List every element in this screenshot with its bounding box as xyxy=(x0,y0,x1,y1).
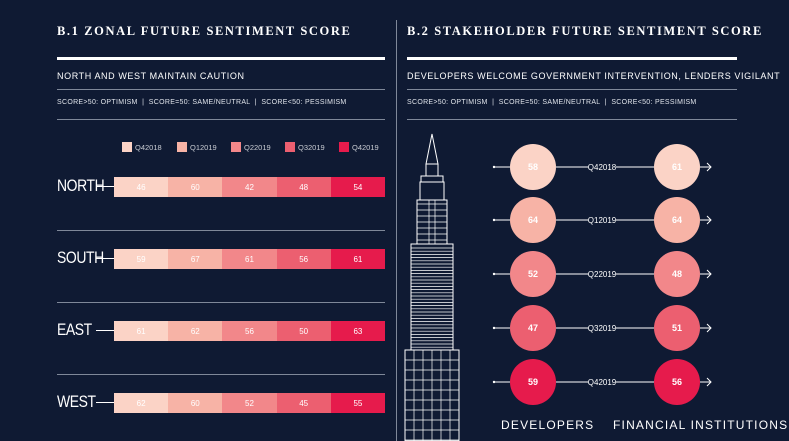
connector-dot xyxy=(492,165,496,169)
zone-label-north: NORTH xyxy=(57,176,105,195)
developers-value: 52 xyxy=(528,269,538,279)
zone-label-east: EAST xyxy=(57,320,92,339)
bar-segment-west-3: 45 xyxy=(276,393,331,413)
zone-label-south: SOUTH xyxy=(57,248,104,267)
bar-segment-south-1: 67 xyxy=(168,249,223,269)
arrow-icon xyxy=(706,377,712,387)
bar-segment-east-3: 50 xyxy=(276,321,331,341)
right-subtitle-rule xyxy=(407,89,737,90)
bar-segment-east-1: 62 xyxy=(168,321,223,341)
bar-segment-north-3: 48 xyxy=(276,177,331,197)
right-panel-subtitle: DEVELOPERS WELCOME GOVERNMENT INTERVENTI… xyxy=(407,71,781,81)
legend-label-2: Q22019 xyxy=(244,143,271,152)
developers-bubble xyxy=(510,251,556,297)
row-separator xyxy=(57,302,385,303)
bar-segment-south-0: 59 xyxy=(114,249,169,269)
bar-segment-west-1: 60 xyxy=(168,393,223,413)
left-title-rule xyxy=(57,57,385,60)
financial-bubble xyxy=(654,359,700,405)
arrow-icon xyxy=(706,269,712,279)
bar-segment-south-4: 61 xyxy=(330,249,385,269)
period-label: Q42019 xyxy=(588,378,617,387)
bar-segment-west-2: 52 xyxy=(222,393,277,413)
bar-segment-east-2: 56 xyxy=(222,321,277,341)
zone-connector xyxy=(96,186,114,187)
connector-dot xyxy=(492,218,496,222)
financial-bubble xyxy=(654,197,700,243)
legend-label-3: Q32019 xyxy=(298,143,325,152)
row-separator xyxy=(57,230,385,231)
legend-swatch-0 xyxy=(122,142,132,152)
bar-segment-north-2: 42 xyxy=(222,177,277,197)
zone-connector xyxy=(96,330,114,331)
arrow-icon xyxy=(706,162,712,172)
bar-segment-south-2: 61 xyxy=(222,249,277,269)
left-panel-title: B.1 ZONAL FUTURE SENTIMENT SCORE xyxy=(57,24,352,38)
financial-value: 48 xyxy=(672,269,682,279)
connector-dot xyxy=(492,326,496,330)
bar-segment-north-4: 54 xyxy=(330,177,385,197)
financial-value: 64 xyxy=(672,215,682,225)
period-label: Q32019 xyxy=(588,324,617,333)
left-subtitle-rule xyxy=(57,89,385,90)
legend-label-1: Q12019 xyxy=(190,143,217,152)
financial-bubble xyxy=(654,305,700,351)
left-panel-subtitle: NORTH AND WEST MAINTAIN CAUTION xyxy=(57,71,245,81)
panel-divider xyxy=(396,20,397,441)
legend-swatch-4 xyxy=(339,142,349,152)
zone-connector xyxy=(96,258,114,259)
legend-label-0: Q42018 xyxy=(135,143,162,152)
bar-segment-west-0: 62 xyxy=(114,393,169,413)
developers-bubble xyxy=(510,359,556,405)
developers-value: 64 xyxy=(528,215,538,225)
developers-value: 47 xyxy=(528,323,538,333)
bar-segment-north-0: 46 xyxy=(114,177,169,197)
bar-segment-west-4: 55 xyxy=(330,393,385,413)
right-panel-title: B.2 STAKEHOLDER FUTURE SENTIMENT SCORE xyxy=(407,24,763,38)
developers-bubble xyxy=(510,197,556,243)
bar-segment-east-4: 63 xyxy=(330,321,385,341)
bar-segment-south-3: 56 xyxy=(276,249,331,269)
financial-bubble xyxy=(654,144,700,190)
financial-value: 56 xyxy=(672,377,682,387)
bar-segment-east-0: 61 xyxy=(114,321,169,341)
zone-connector xyxy=(96,402,114,403)
stakeholder-bubbles: Q42018 58 61 Q12019 64 64 Q22019 52 48 Q32019 47 51… xyxy=(492,144,712,405)
row-separator xyxy=(57,374,385,375)
financial-value: 61 xyxy=(672,162,682,172)
developers-bubble xyxy=(510,144,556,190)
arrow-icon xyxy=(706,323,712,333)
period-label: Q22019 xyxy=(588,270,617,279)
connector-dot xyxy=(492,380,496,384)
legend-swatch-1 xyxy=(177,142,187,152)
financial-bubble xyxy=(654,251,700,297)
legend-label-4: Q42019 xyxy=(352,143,379,152)
right-title-rule xyxy=(407,57,737,60)
financial-value: 51 xyxy=(672,323,682,333)
legend-swatch-3 xyxy=(285,142,295,152)
legend-swatch-2 xyxy=(231,142,241,152)
right-score-legend: SCORE>50: OPTIMISM | SCORE=50: SAME/NEUT… xyxy=(407,99,697,106)
developers-value: 59 xyxy=(528,377,538,387)
developers-bubble xyxy=(510,305,556,351)
right-legend-rule xyxy=(407,119,737,120)
period-label: Q12019 xyxy=(588,216,617,225)
connector-dot xyxy=(492,272,496,276)
left-legend-rule xyxy=(57,119,385,120)
zone-label-west: WEST xyxy=(57,392,96,411)
developers-label: DEVELOPERS xyxy=(501,418,595,432)
developers-value: 58 xyxy=(528,162,538,172)
bar-segment-north-1: 60 xyxy=(168,177,223,197)
arrow-icon xyxy=(706,215,712,225)
period-label: Q42018 xyxy=(588,163,617,172)
skyscraper-illustration xyxy=(404,133,460,441)
financial-institutions-label: FINANCIAL INSTITUTIONS xyxy=(613,418,789,432)
left-score-legend: SCORE>50: OPTIMISM | SCORE=50: SAME/NEUT… xyxy=(57,99,347,106)
